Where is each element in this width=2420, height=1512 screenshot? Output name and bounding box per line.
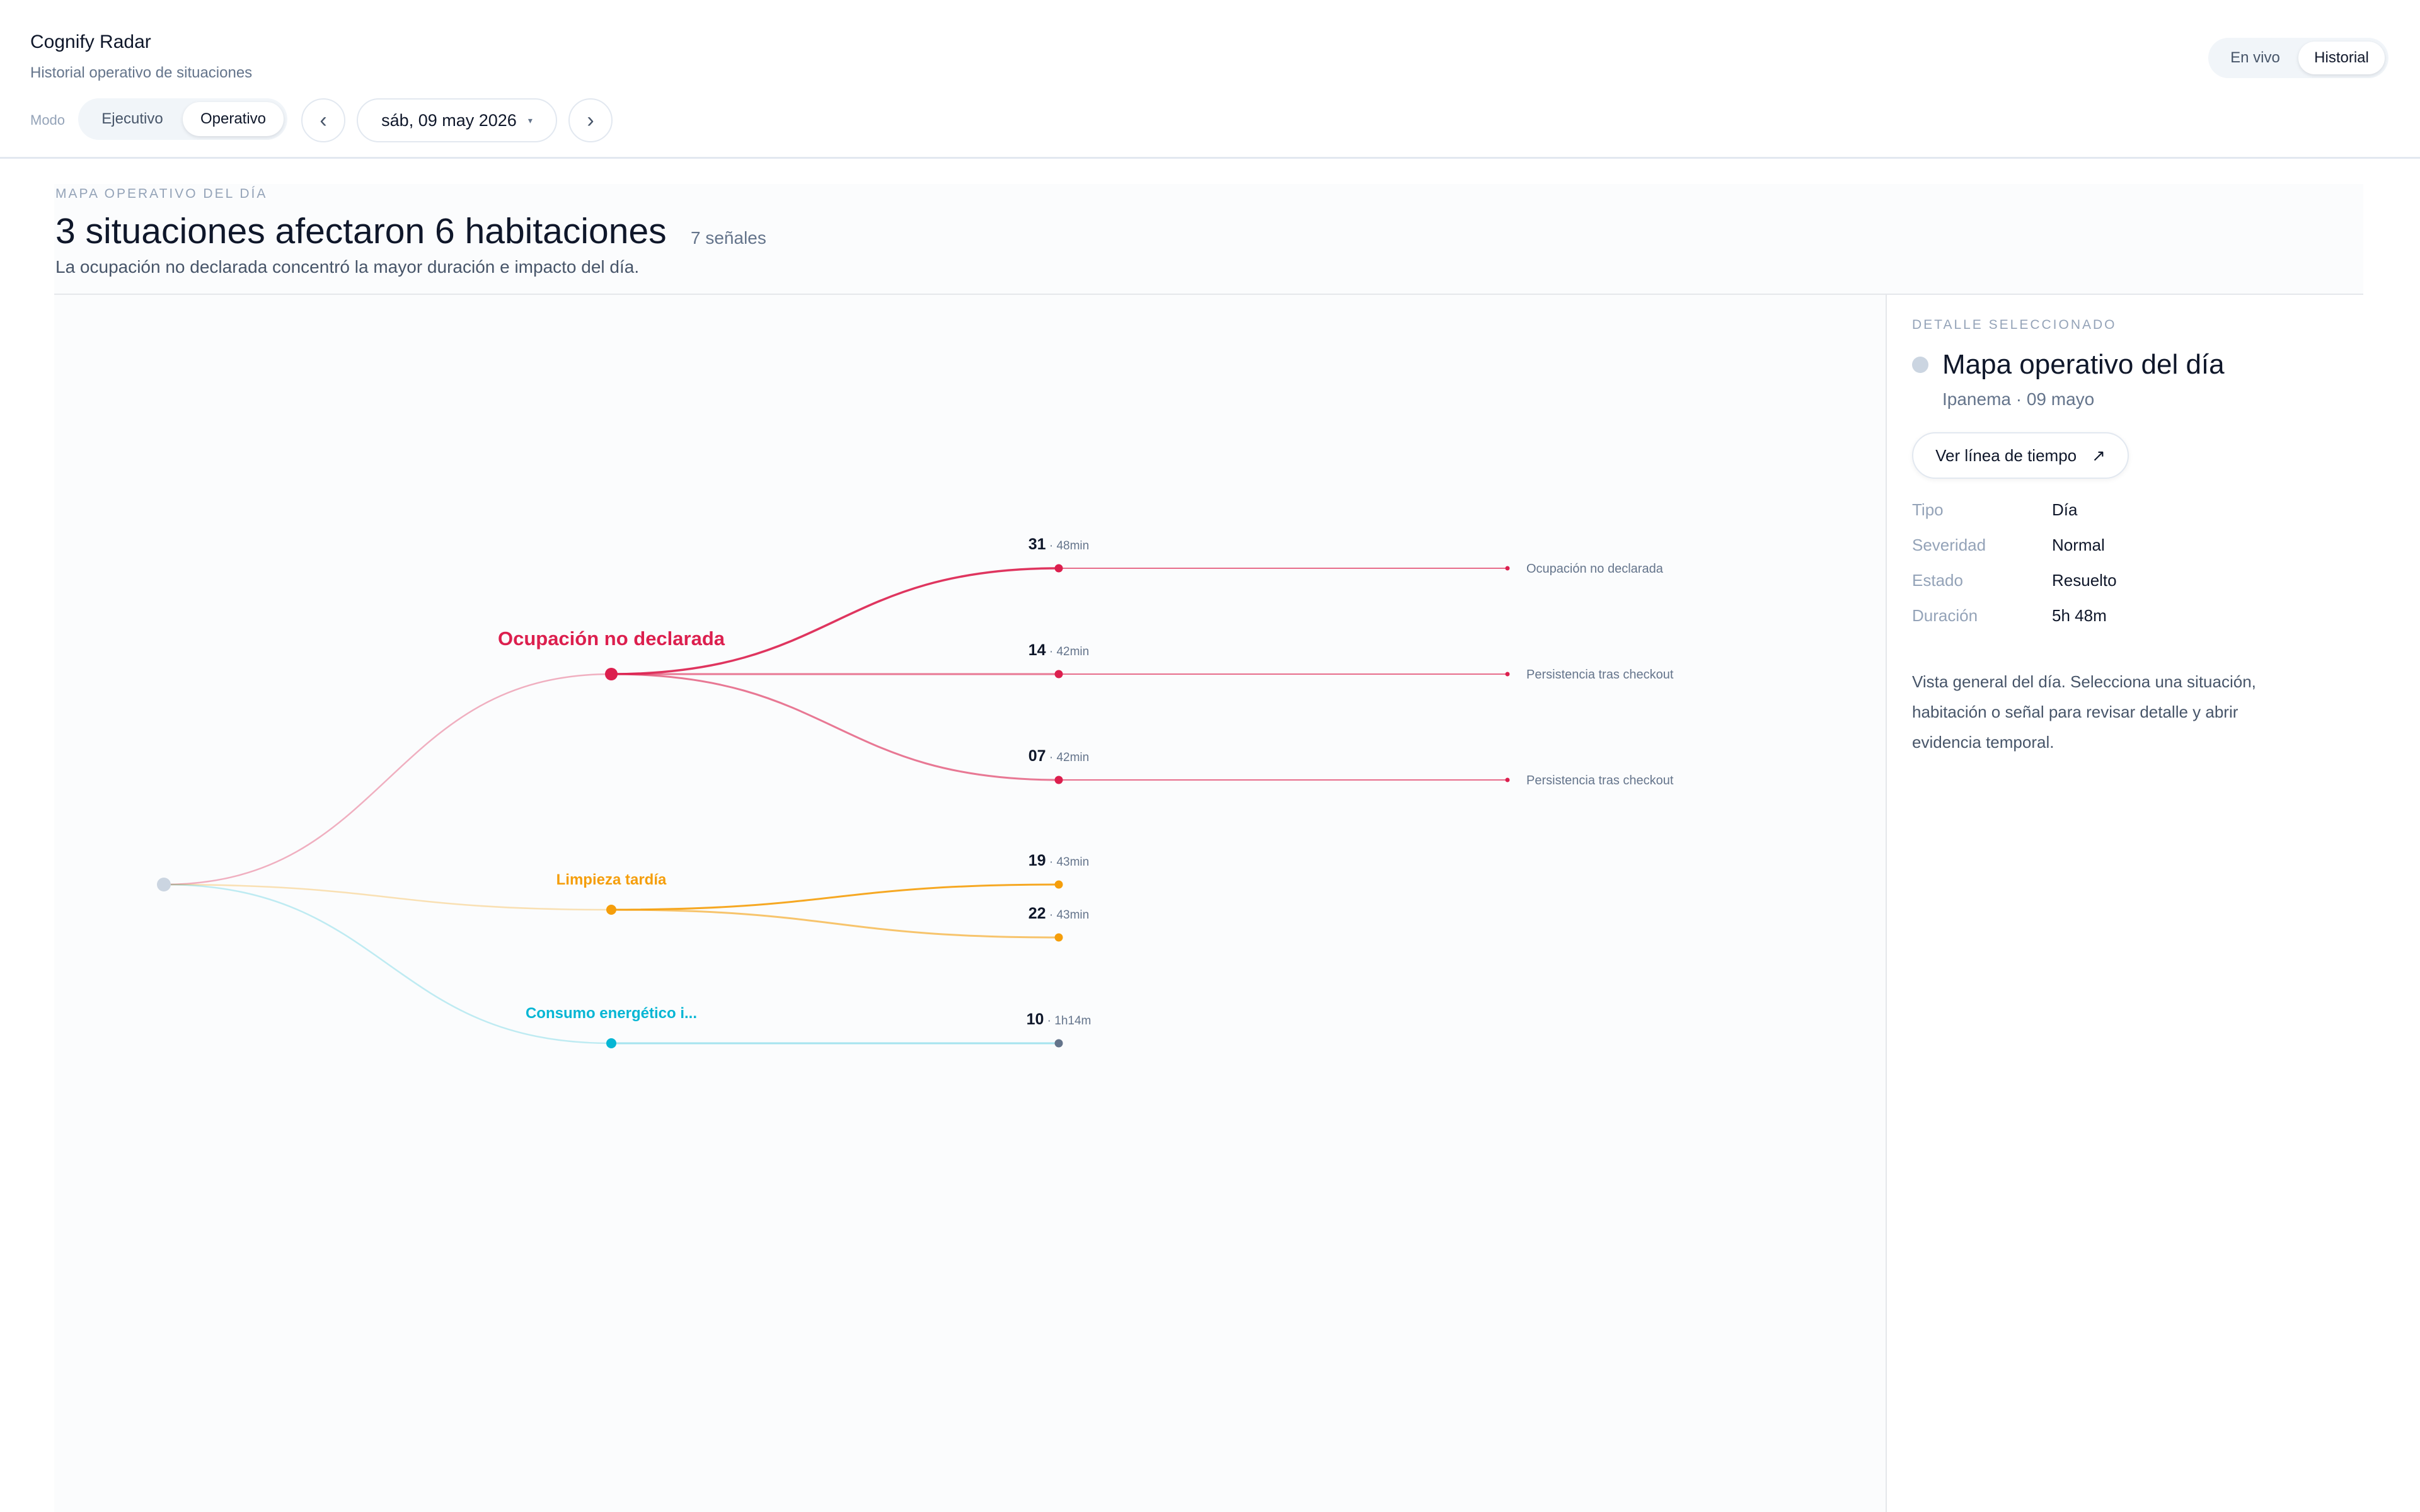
room-node[interactable] <box>1054 933 1063 942</box>
mode-ejecutivo-button[interactable]: Ejecutivo <box>101 110 163 127</box>
status-dot-icon <box>1912 357 1928 373</box>
root-node[interactable] <box>157 878 171 891</box>
situation-node[interactable] <box>606 1038 616 1048</box>
view-timeline-button[interactable]: Ver línea de tiempo ↗ <box>1912 432 2129 479</box>
field-key: Duración <box>1912 606 1978 625</box>
mode-toggle: Ejecutivo Operativo <box>78 98 287 140</box>
map-eyebrow: MAPA OPERATIVO DEL DÍA <box>55 186 268 201</box>
previous-day-button[interactable]: ‹ <box>301 98 345 142</box>
signals-count: 7 señales <box>691 228 766 248</box>
situation-label[interactable]: Limpieza tardía <box>556 871 667 888</box>
root-link <box>163 673 612 886</box>
field-value: 5h 48m <box>2052 606 2107 625</box>
situation-room-link <box>611 673 1059 781</box>
view-toggle: En vivo Historial <box>2208 38 2388 78</box>
situation-room-link <box>611 883 1059 911</box>
situation-room-link <box>611 567 1059 675</box>
divider <box>54 294 2363 295</box>
situation-node[interactable] <box>606 905 616 915</box>
field-severidad: Severidad Normal <box>1912 536 2290 561</box>
signal-node[interactable] <box>1505 777 1510 782</box>
date-picker[interactable]: sáb, 09 may 2026 ▾ <box>357 98 557 142</box>
map-summary: La ocupación no declarada concentró la m… <box>55 257 640 277</box>
room-label[interactable]: 10 · 1h14m <box>1027 1011 1092 1028</box>
room-node[interactable] <box>1054 564 1063 573</box>
root-link <box>163 883 612 911</box>
view-historial-button[interactable]: Historial <box>2298 42 2385 74</box>
room-node[interactable] <box>1054 776 1063 784</box>
room-node[interactable] <box>1054 880 1063 889</box>
field-value: Resuelto <box>2052 571 2117 590</box>
root-link <box>163 883 612 1045</box>
situation-tree-svg: Ocupación no declarada 31 · 48min Persiste… <box>157 536 1674 1048</box>
field-key: Severidad <box>1912 536 1986 554</box>
situation-tree: Ocupación no declarada 31 · 48min Persiste… <box>54 295 1886 1512</box>
mode-label: Modo <box>30 112 66 128</box>
chevron-left-icon: ‹ <box>320 108 327 132</box>
arrow-up-right-icon: ↗ <box>2092 445 2106 465</box>
signal-node[interactable] <box>1505 672 1510 677</box>
room-label[interactable]: 19 · 43min <box>1028 852 1089 869</box>
next-day-button[interactable]: › <box>568 98 613 142</box>
room-label[interactable]: 14 · 42min <box>1028 641 1089 659</box>
situation-room-link <box>611 908 1059 939</box>
chevron-down-icon: ▾ <box>527 115 533 125</box>
detail-subtitle: Ipanema · 09 mayo <box>1942 389 2095 409</box>
field-value: Normal <box>2052 536 2105 554</box>
detail-title: Mapa operativo del día <box>1942 349 2225 380</box>
field-duracion: Duración 5h 48m <box>1912 606 2290 631</box>
signal-node[interactable] <box>1505 566 1510 571</box>
field-key: Estado <box>1912 571 1963 590</box>
field-tipo: Tipo Día <box>1912 500 2290 525</box>
app-header: Cognify Radar Historial operativo de sit… <box>0 0 2420 159</box>
view-timeline-label: Ver línea de tiempo <box>1935 445 2077 465</box>
signal-label[interactable]: Ocupación no declarada <box>1526 562 1664 576</box>
signal-label[interactable]: Persistencia tras checkout <box>1526 774 1674 788</box>
room-label[interactable]: 31 · 48min <box>1028 536 1089 553</box>
date-value: sáb, 09 may 2026 <box>381 110 517 130</box>
field-value: Día <box>2052 500 2078 519</box>
room-label[interactable]: 22 · 43min <box>1028 905 1089 922</box>
field-estado: Estado Resuelto <box>1912 571 2290 596</box>
map-headline: 3 situaciones afectaron 6 habitaciones <box>55 211 667 251</box>
room-node[interactable] <box>1054 1039 1063 1048</box>
mode-operativo-button[interactable]: Operativo <box>183 102 284 136</box>
situation-label[interactable]: Ocupación no declarada <box>498 627 725 650</box>
room-label[interactable]: 07 · 42min <box>1028 747 1089 765</box>
operational-map-card: MAPA OPERATIVO DEL DÍA 3 situaciones afe… <box>54 184 2363 1512</box>
situation-node[interactable] <box>605 668 618 680</box>
view-en-vivo-button[interactable]: En vivo <box>2230 49 2280 66</box>
detail-panel: DETALLE SELECCIONADO Mapa operativo del … <box>1886 295 2363 1512</box>
detail-eyebrow: DETALLE SELECCIONADO <box>1912 318 2117 332</box>
signal-label[interactable]: Persistencia tras checkout <box>1526 668 1674 682</box>
app-subtitle: Historial operativo de situaciones <box>30 64 253 81</box>
field-key: Tipo <box>1912 500 1944 519</box>
detail-description: Vista general del día. Selecciona una si… <box>1912 672 2256 752</box>
situation-label[interactable]: Consumo energético i... <box>526 1005 697 1022</box>
app-title: Cognify Radar <box>30 32 151 52</box>
room-node[interactable] <box>1054 670 1063 679</box>
chevron-right-icon: › <box>587 108 594 132</box>
